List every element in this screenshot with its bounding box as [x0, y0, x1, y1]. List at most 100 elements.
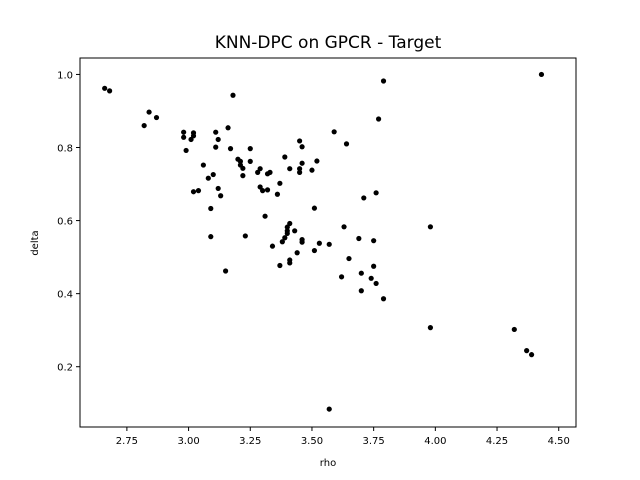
data-point [297, 166, 303, 172]
x-axis-label: rho [320, 458, 336, 469]
data-point [277, 262, 283, 269]
x-tick-label: 3.00 [177, 436, 199, 447]
data-point [181, 134, 187, 140]
data-point [257, 184, 263, 190]
data-point [316, 240, 322, 246]
data-point [299, 160, 305, 166]
data-point [240, 173, 246, 179]
y-tick-label: 0.2 [57, 363, 73, 374]
data-point [373, 190, 379, 196]
x-axis: 2.75 3.00 3.25 3.50 3.75 4.00 4.25 4.50 [116, 427, 570, 447]
data-point [213, 144, 219, 150]
data-point [299, 144, 305, 150]
chart-title: KNN-DPC on GPCR - Target [215, 33, 442, 53]
data-point [331, 129, 337, 135]
data-point [267, 169, 273, 175]
data-point [524, 348, 530, 354]
data-point [102, 85, 108, 91]
data-point [343, 141, 350, 147]
data-points [102, 71, 545, 412]
data-point [294, 250, 300, 256]
data-point [371, 238, 377, 244]
data-point [380, 296, 387, 302]
data-point [287, 166, 293, 172]
data-point [368, 275, 374, 281]
y-tick-label: 0.6 [57, 217, 73, 228]
data-point [190, 189, 197, 195]
data-point [373, 280, 379, 287]
data-point [208, 234, 214, 240]
y-axis: 0.2 0.4 0.6 0.8 1.0 [57, 70, 80, 374]
data-point [277, 180, 283, 186]
y-tick-label: 0.4 [57, 290, 73, 301]
data-point [538, 71, 545, 78]
data-point [326, 406, 332, 412]
data-point [141, 122, 147, 129]
x-tick-label: 4.50 [548, 436, 570, 447]
x-tick-label: 3.50 [301, 436, 323, 447]
data-point [210, 171, 216, 178]
data-point [230, 92, 236, 98]
data-point [255, 169, 261, 175]
data-point [511, 326, 517, 333]
data-point [215, 136, 221, 143]
data-point [279, 239, 285, 245]
data-point [247, 146, 253, 152]
data-point [269, 243, 276, 249]
data-point [240, 165, 246, 171]
data-point [371, 263, 377, 269]
data-point [274, 191, 281, 197]
data-point [153, 114, 160, 121]
data-point [297, 169, 303, 175]
data-point [195, 188, 202, 194]
data-point [287, 220, 293, 227]
data-point [183, 147, 189, 154]
data-point [287, 260, 293, 266]
data-point [237, 158, 243, 164]
data-point [311, 205, 318, 211]
x-tick-label: 4.00 [424, 436, 446, 447]
data-point [213, 129, 219, 135]
data-point [200, 162, 206, 168]
data-point [346, 255, 352, 262]
data-point [247, 158, 253, 164]
data-point [341, 224, 347, 230]
data-point [282, 154, 288, 160]
data-point [257, 166, 263, 172]
data-point [205, 175, 211, 181]
data-point [284, 224, 290, 230]
data-point [309, 167, 315, 173]
data-point [314, 158, 320, 164]
data-point [260, 188, 266, 194]
data-point [107, 88, 113, 94]
y-tick-label: 0.8 [57, 144, 73, 155]
data-point [225, 125, 231, 131]
data-point [215, 185, 221, 192]
data-point [282, 235, 288, 241]
y-tick-label: 1.0 [57, 70, 73, 81]
data-point [146, 109, 152, 115]
data-point [190, 130, 197, 136]
data-point [222, 268, 229, 274]
data-point [375, 116, 382, 122]
data-point [262, 213, 268, 219]
data-point [264, 187, 271, 193]
data-point [361, 195, 367, 201]
data-point [299, 239, 305, 245]
data-point [297, 138, 303, 144]
x-tick-label: 2.75 [116, 436, 138, 447]
data-point [218, 193, 224, 199]
y-axis-label: delta [30, 230, 41, 255]
data-point [528, 352, 535, 358]
data-point [427, 325, 434, 331]
data-point [181, 129, 187, 135]
data-point [311, 247, 318, 254]
data-point [326, 241, 332, 247]
x-tick-label: 3.75 [363, 436, 385, 447]
data-point [208, 205, 214, 212]
x-tick-label: 4.25 [486, 436, 508, 447]
data-point [242, 233, 248, 239]
data-point [284, 230, 290, 236]
x-tick-label: 3.25 [239, 436, 261, 447]
